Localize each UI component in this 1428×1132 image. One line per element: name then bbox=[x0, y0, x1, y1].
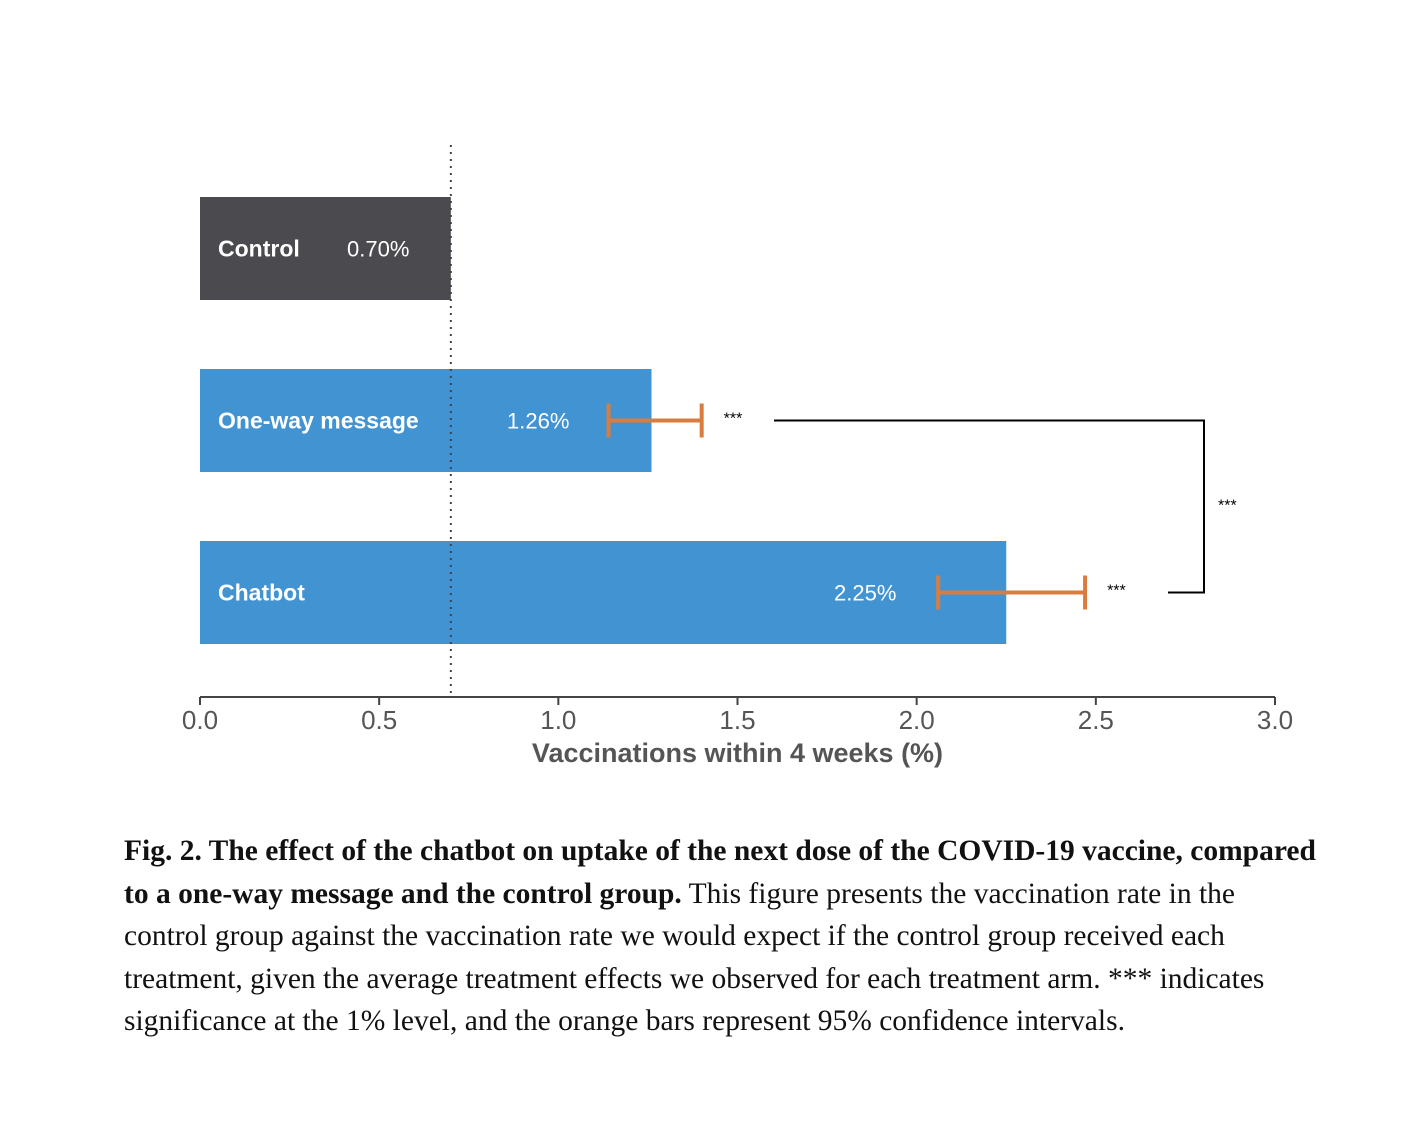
bar-label-one-way-message: One-way message bbox=[218, 408, 419, 434]
x-axis-title: Vaccinations within 4 weeks (%) bbox=[532, 738, 943, 768]
significance-bracket bbox=[774, 419, 1205, 594]
x-tick-label-1-5: 1.5 bbox=[719, 705, 755, 735]
bar-control bbox=[200, 197, 451, 300]
x-tick-label-2-0: 2.0 bbox=[899, 705, 935, 735]
bar-one-way-message bbox=[200, 369, 652, 472]
bar-label-chatbot: Chatbot bbox=[218, 580, 305, 606]
x-tick-label-1-0: 1.0 bbox=[540, 705, 576, 735]
value-label-chatbot: 2.25% bbox=[834, 581, 896, 606]
bar-chatbot bbox=[200, 541, 1007, 644]
caption-body: This figure presents the vaccination rat… bbox=[124, 877, 1265, 1038]
bracket-significance: *** bbox=[1218, 498, 1237, 515]
significance-chatbot: *** bbox=[1107, 583, 1126, 600]
figure-caption: Fig. 2. The effect of the chatbot on upt… bbox=[124, 830, 1324, 1043]
bar-chart: Control One-way message Chatbot 0.70% 1.26% 2… bbox=[182, 145, 1293, 768]
caption-title: Fig. 2. The effect of the chatbot on upt… bbox=[124, 835, 1316, 910]
x-tick-label-0-5: 0.5 bbox=[361, 705, 397, 735]
x-tick-label-0-0: 0.0 bbox=[182, 705, 218, 735]
x-tick-label-3-0: 3.0 bbox=[1257, 705, 1293, 735]
value-label-control: 0.70% bbox=[347, 237, 409, 262]
x-tick-label-2-5: 2.5 bbox=[1078, 705, 1114, 735]
significance-one-way-message: *** bbox=[724, 411, 743, 428]
value-label-one-way-message: 1.26% bbox=[507, 409, 569, 434]
bar-label-control: Control bbox=[218, 236, 300, 262]
